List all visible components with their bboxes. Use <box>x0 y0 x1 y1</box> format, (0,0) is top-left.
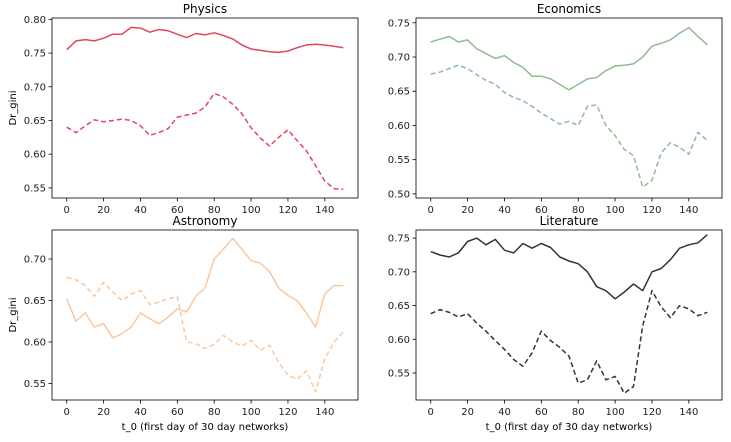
panel-3-x-tick-label: 60 <box>171 407 184 418</box>
panel-3-x-tick-label: 40 <box>134 407 147 418</box>
panel-4-x-tick-label: 20 <box>461 407 474 418</box>
panel-2-x-tick-label: 80 <box>572 205 585 216</box>
panel-2: 0 20 40 60 80 100 120 140 0.50 0.55 0.60 0.65 0.70 0.… <box>388 2 723 216</box>
panel-4-x-tick-label: 100 <box>606 407 625 418</box>
panel-4-series-dashed-line <box>430 289 708 395</box>
panel-1-series-dashed-line <box>66 92 344 190</box>
panel-2-x-tick-label: 0 <box>428 205 434 216</box>
panel-3: 0 20 40 60 80 100 120 140 0.55 0.60 0.65 0.70 Astron… <box>8 214 359 433</box>
panel-2-y-tick-label: 0.55 <box>388 155 410 166</box>
panel-2-x-tick-label: 140 <box>679 205 698 216</box>
panel-4-x-tick-label: 120 <box>642 407 661 418</box>
panel-1-y-tick-label: 0.80 <box>24 15 46 26</box>
panel-2-x-tick-label: 120 <box>642 205 661 216</box>
panel-1-x-tick-label: 100 <box>242 205 261 216</box>
panel-1-x-tick-label: 60 <box>171 205 184 216</box>
panel-1: 0 20 40 60 80 100 120 140 0.55 0.60 0.65 0.70 0.75 0.… <box>8 2 359 216</box>
panel-3-y-tick-label: 0.60 <box>24 337 46 348</box>
panel-2-y-tick-label: 0.65 <box>388 87 410 98</box>
panel-1-title: Physics <box>183 2 227 16</box>
panel-1-y-axis-label: Dr_gini <box>8 90 19 125</box>
panel-4-y-tick-label: 0.75 <box>388 234 410 245</box>
panel-3-plot-frame <box>51 229 359 401</box>
panel-2-title: Economics <box>537 2 601 16</box>
panel-3-y-tick-label: 0.65 <box>24 296 46 307</box>
panel-4-y-tick-label: 0.55 <box>388 369 410 380</box>
panel-1-x-tick-label: 80 <box>208 205 221 216</box>
panel-4-y-tick-label: 0.65 <box>388 301 410 312</box>
panel-1-y-tick-label: 0.55 <box>24 183 46 194</box>
panel-3-x-tick-label: 100 <box>242 407 261 418</box>
panel-3-x-tick-label: 0 <box>64 407 70 418</box>
panel-3-x-tick-label: 20 <box>97 407 110 418</box>
panel-2-y-tick-label: 0.50 <box>388 189 410 200</box>
panel-2-y-tick-label: 0.75 <box>388 18 410 29</box>
panel-4-plot-frame <box>415 229 723 401</box>
panel-2-plot-frame <box>415 17 723 199</box>
panel-3-series-dashed-line <box>66 276 344 393</box>
panel-2-x-tick-label: 60 <box>535 205 548 216</box>
panel-3-y-tick-label: 0.55 <box>24 379 46 390</box>
panel-3-y-tick-label: 0.70 <box>24 255 46 266</box>
panel-3-title: Astronomy <box>173 214 238 228</box>
panel-3-x-axis-label: t_0 (first day of 30 day networks) <box>122 422 289 433</box>
panel-1-y-tick-label: 0.70 <box>24 82 46 93</box>
panel-1-plot-frame <box>51 17 359 199</box>
panel-3-x-tick-label: 80 <box>208 407 221 418</box>
panel-1-series-solid-line <box>66 26 344 54</box>
panel-1-x-tick-label: 20 <box>97 205 110 216</box>
panel-1-x-tick-label: 140 <box>315 205 334 216</box>
panel-4-x-tick-label: 80 <box>572 407 585 418</box>
panel-3-y-axis-label: Dr_gini <box>8 297 19 332</box>
panel-4-x-tick-label: 0 <box>428 407 434 418</box>
panel-2-series-dashed-line <box>430 64 708 188</box>
panel-2-x-tick-label: 40 <box>498 205 511 216</box>
panel-2-x-tick-label: 20 <box>461 205 474 216</box>
panel-1-y-tick-label: 0.60 <box>24 150 46 161</box>
panel-3-x-tick-label: 120 <box>278 407 297 418</box>
panel-4-x-tick-label: 60 <box>535 407 548 418</box>
panel-4-x-tick-label: 40 <box>498 407 511 418</box>
panel-4-y-tick-label: 0.70 <box>388 267 410 278</box>
panel-2-y-tick-label: 0.60 <box>388 121 410 132</box>
panel-1-x-tick-label: 0 <box>64 205 70 216</box>
panel-2-y-tick-label: 0.70 <box>388 53 410 64</box>
panel-2-series-solid-line <box>430 26 708 91</box>
panel-4-title: Literature <box>540 214 599 228</box>
panel-1-y-tick-label: 0.65 <box>24 116 46 127</box>
panel-3-x-tick-label: 140 <box>315 407 334 418</box>
panel-4-y-tick-label: 0.60 <box>388 335 410 346</box>
panel-3-series-solid-line <box>66 237 344 339</box>
panel-1-x-tick-label: 120 <box>278 205 297 216</box>
panel-4-series-solid-line <box>430 234 708 300</box>
panel-4-x-axis-label: t_0 (first day of 30 day networks) <box>486 422 653 433</box>
panel-1-x-tick-label: 40 <box>134 205 147 216</box>
panel-4-x-tick-label: 140 <box>679 407 698 418</box>
panel-1-y-tick-label: 0.75 <box>24 49 46 60</box>
panel-4: 0 20 40 60 80 100 120 140 0.55 0.60 0.65 0.70 0.75 Li… <box>388 214 723 433</box>
panel-2-x-tick-label: 100 <box>606 205 625 216</box>
